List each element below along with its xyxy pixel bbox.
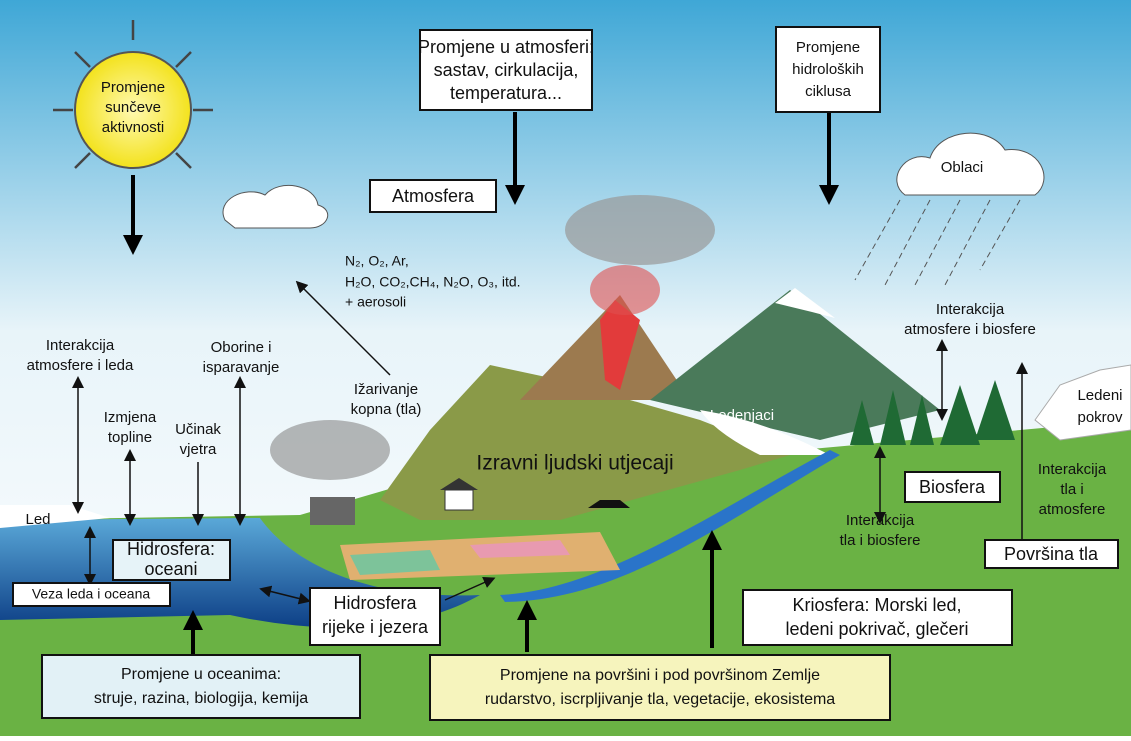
label: Hidrosfera (333, 593, 417, 613)
label: rijeke i jezera (322, 617, 429, 637)
label: sastav, cirkulacija, (434, 60, 579, 80)
label: Interakcija (936, 301, 1005, 318)
label: atmosfere i biosfere (904, 321, 1036, 338)
label: Učinak (175, 421, 221, 438)
label: Led (25, 511, 50, 528)
label: pokrov (1077, 409, 1123, 426)
label: atmosfere (1039, 501, 1106, 518)
label: Ledeni (1077, 387, 1122, 404)
label: Interakcija (46, 337, 115, 354)
label: Promjene (796, 39, 860, 56)
arrows (72, 112, 1028, 655)
label: temperatura... (450, 83, 562, 103)
label: Interakcija (1038, 461, 1107, 478)
label: Promjene (101, 79, 165, 96)
label: ciklusa (805, 83, 852, 100)
label: Atmosfera (392, 186, 475, 206)
boxes (12, 26, 1119, 721)
label: tla i biosfere (840, 532, 921, 549)
label: tla i (1060, 481, 1083, 498)
label: Promjene u atmosferi: (418, 37, 594, 57)
label: + aerosoli (345, 294, 406, 310)
label: oceani (144, 559, 197, 579)
label: hidroloških (792, 61, 864, 78)
label: Hidrosfera: (127, 539, 215, 559)
label: Kriosfera: Morski led, (792, 595, 961, 615)
label: H₂O, CO₂,CH₄, N₂O, O₃, itd. (345, 274, 521, 290)
label: ledeni pokrivač, glečeri (785, 619, 968, 639)
label: kopna (tla) (351, 401, 422, 418)
label: Oborine i (211, 339, 272, 356)
label: vjetra (180, 441, 217, 458)
label: Promjene na površini i pod površinom Zem… (500, 667, 820, 684)
label: Promjene u oceanima: (121, 666, 281, 683)
labels: Promjene sunčeve aktivnosti Promjene u a… (25, 37, 1123, 708)
label: Ižarivanje (354, 381, 418, 398)
label: Veza leda i oceana (32, 586, 151, 602)
label: struje, razina, biologija, kemija (94, 690, 308, 707)
label: Interakcija (846, 512, 915, 529)
label: Izravni ljudski utjecaji (476, 452, 673, 475)
label: rudarstvo, iscrpljivanje tla, vegetacije… (485, 691, 835, 708)
label: N₂, O₂, Ar, (345, 253, 409, 269)
label: aktivnosti (102, 119, 165, 136)
label: Oblaci (941, 159, 984, 176)
label: sunčeve (105, 99, 161, 116)
label: topline (108, 429, 152, 446)
label: Izmjena (104, 409, 157, 426)
label: atmosfere i leda (27, 357, 134, 374)
label: Biosfera (919, 477, 986, 497)
label: isparavanje (203, 359, 280, 376)
label: Ledenjaci (710, 407, 774, 424)
label: Površina tla (1004, 544, 1099, 564)
